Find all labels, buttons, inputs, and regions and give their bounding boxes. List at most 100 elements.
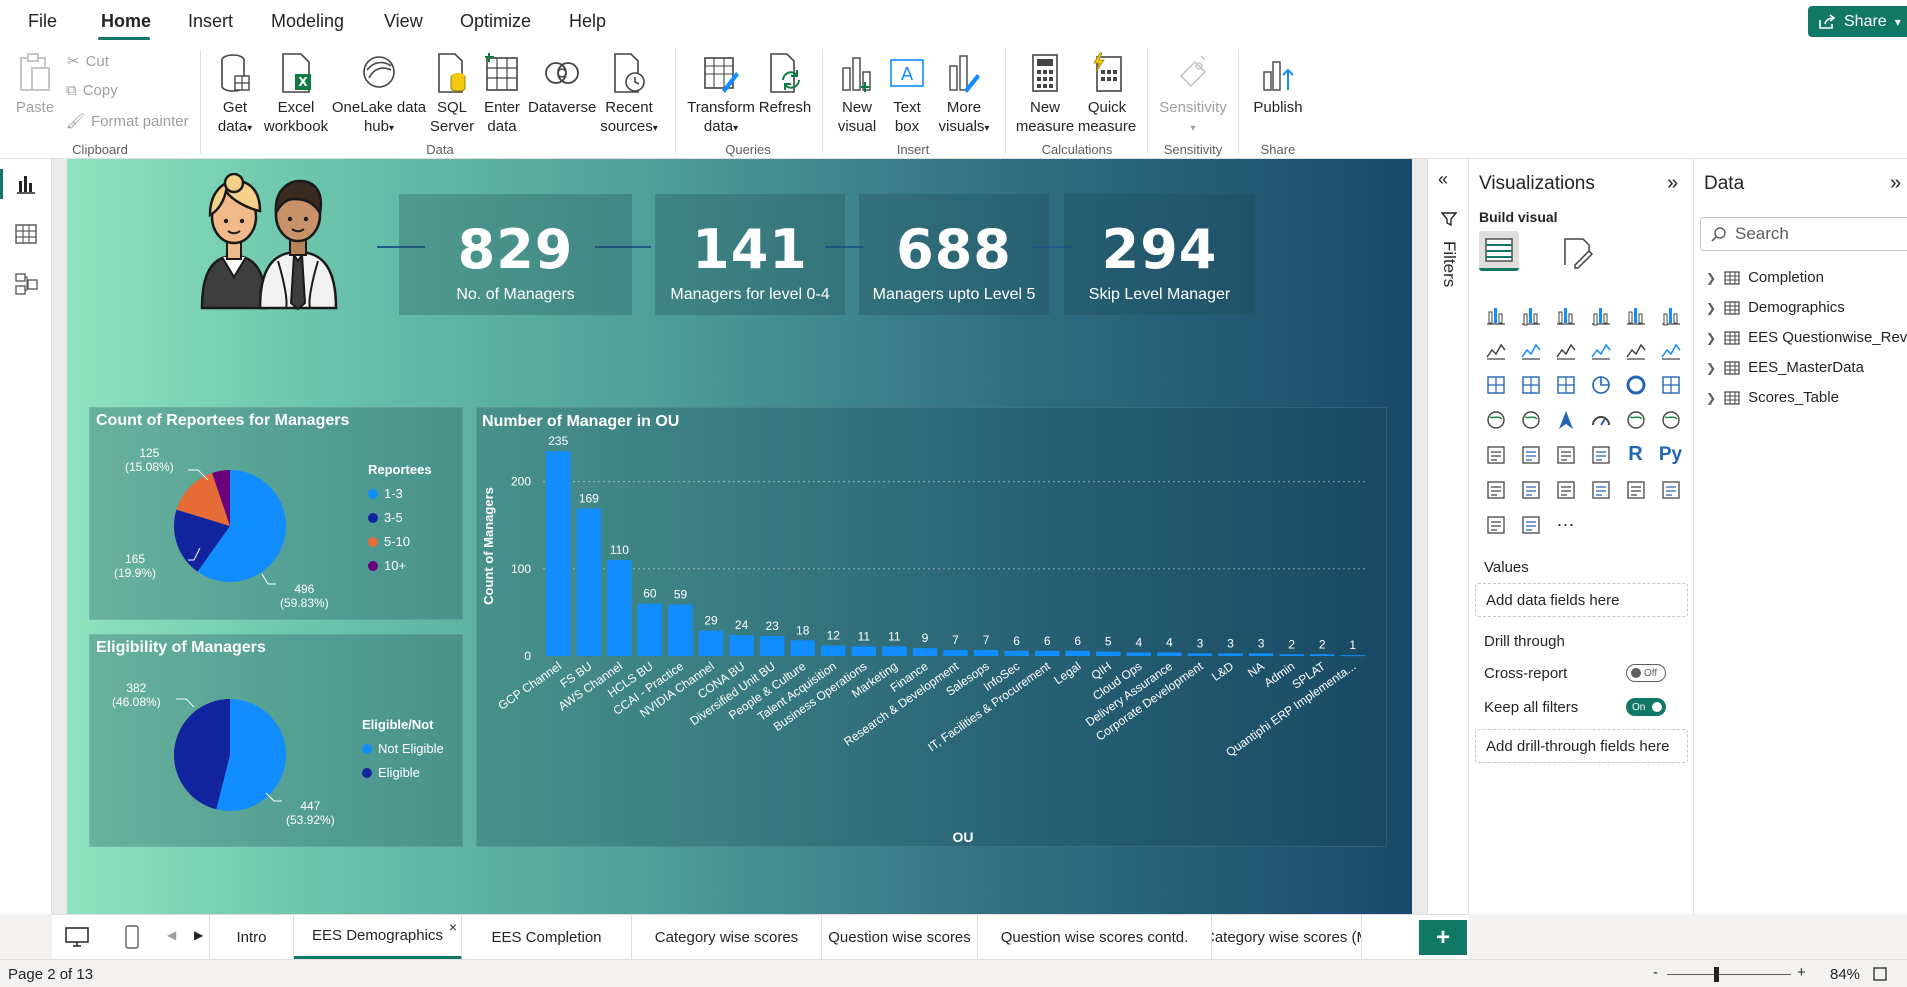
bar[interactable] [1034, 650, 1060, 656]
chevron-right-icon[interactable]: ❯ [1706, 330, 1717, 345]
legend-item[interactable]: 10+ [368, 558, 432, 573]
pie-slice-5-10[interactable] [176, 472, 230, 526]
enter-data-button[interactable]: Enter data [478, 52, 526, 136]
menu-modeling[interactable]: Modeling [271, 11, 345, 31]
qa-visual-icon[interactable] [1548, 472, 1583, 507]
sensitivity-button[interactable]: Sensitivity ▾ [1155, 52, 1231, 138]
sql-server-button[interactable]: SQL Server [428, 52, 476, 136]
model-view-icon[interactable] [13, 271, 39, 297]
data-table-item[interactable]: ❯ Demographics [1706, 299, 1845, 316]
page-tab[interactable]: Category wise scores [632, 915, 822, 960]
menu-optimize[interactable]: Optimize [460, 11, 532, 31]
add-page-button[interactable]: + [1419, 920, 1467, 955]
bar[interactable] [1157, 652, 1182, 656]
legend-item[interactable]: 3-5 [368, 510, 432, 525]
kpi-card-level-0-4[interactable]: 141 Managers for level 0-4 [655, 194, 845, 315]
matrix-visual-icon[interactable] [1583, 437, 1618, 472]
narrative-visual-icon[interactable] [1583, 472, 1618, 507]
kpi-card-skip-level[interactable]: 294 Skip Level Manager [1064, 194, 1255, 315]
cut-button[interactable]: ✂ Cut [67, 52, 109, 71]
power-apps-visual-icon[interactable] [1478, 507, 1513, 542]
bar[interactable] [668, 604, 693, 656]
bar[interactable] [790, 640, 815, 656]
data-table-item[interactable]: ❯ Completion [1706, 269, 1824, 286]
report-page[interactable]: 829 No. of Managers 141 Managers for lev… [67, 159, 1412, 914]
values-field-well[interactable]: Add data fields here [1475, 583, 1688, 617]
bar[interactable] [546, 451, 571, 656]
menu-view[interactable]: View [384, 11, 423, 31]
line-clustered-visual-icon[interactable] [1618, 332, 1653, 367]
table-view-icon[interactable] [13, 221, 39, 247]
mobile-layout-icon[interactable] [124, 924, 140, 950]
bar[interactable] [1187, 653, 1213, 656]
pie-slice-not-eligible[interactable] [216, 699, 286, 811]
menu-file[interactable]: File [28, 11, 58, 31]
excel-workbook-button[interactable]: X Excel workbook [262, 52, 330, 136]
data-table-item[interactable]: ❯ Scores_Table [1706, 389, 1839, 406]
page-tab[interactable]: EES Completion [462, 915, 632, 960]
page-tab[interactable]: Intro [210, 915, 294, 960]
paste-button[interactable]: Paste [14, 52, 56, 117]
bar[interactable] [1218, 653, 1243, 656]
zoom-slider-thumb[interactable] [1714, 967, 1719, 982]
menu-home[interactable]: Home [101, 11, 152, 31]
text-box-button[interactable]: A Text box [884, 52, 930, 136]
bar[interactable] [821, 645, 846, 656]
treemap-visual-icon[interactable] [1653, 367, 1688, 402]
bar[interactable] [1096, 651, 1121, 656]
share-button[interactable]: Share ▾ [1808, 6, 1907, 37]
100-column-visual-icon[interactable] [1653, 297, 1688, 332]
zoom-in-button[interactable]: + [1797, 964, 1806, 981]
stacked-column-visual-icon[interactable] [1513, 297, 1548, 332]
build-visual-tab[interactable] [1479, 231, 1519, 271]
stacked-bar-visual-icon[interactable] [1478, 297, 1513, 332]
new-visual-button[interactable]: New visual [832, 52, 882, 136]
format-painter-button[interactable]: 🖌 Format painter [66, 112, 189, 131]
close-tab-icon[interactable]: × [448, 919, 457, 935]
bar[interactable] [1248, 653, 1274, 656]
refresh-button[interactable]: Refresh [757, 52, 813, 117]
chevron-right-icon[interactable]: ❯ [1706, 360, 1717, 375]
r-visual-visual-icon[interactable]: R [1628, 443, 1643, 465]
python-visual-visual-icon[interactable]: Py [1658, 443, 1683, 465]
drill-through-field-well[interactable]: Add drill-through fields here [1475, 729, 1688, 763]
slicer-visual-icon[interactable] [1513, 437, 1548, 472]
page-tab[interactable]: EES Demographics × [294, 915, 462, 960]
onelake-data-hub-button[interactable]: OneLake data hub▾ [330, 52, 428, 138]
chevron-right-icon[interactable]: ❯ [1706, 270, 1717, 285]
keep-all-filters-toggle[interactable]: On [1626, 698, 1666, 716]
publish-button[interactable]: Publish [1248, 52, 1308, 117]
tab-scroll-right-icon[interactable]: ▶ [194, 928, 204, 942]
eligibility-pie-visual[interactable]: Eligibility of Managers 382 (46.08%) 447(… [89, 634, 463, 847]
cross-report-toggle[interactable]: Off [1626, 664, 1666, 682]
bar[interactable] [1065, 650, 1090, 656]
bar[interactable] [759, 635, 785, 656]
legend-item[interactable]: Not Eligible [362, 741, 444, 756]
chevron-right-icon[interactable]: ❯ [1706, 300, 1717, 315]
legend-item[interactable]: 1-3 [368, 486, 432, 501]
metrics-visual-icon[interactable] [1618, 472, 1653, 507]
clustered-bar-visual-icon[interactable] [1548, 297, 1583, 332]
transform-data-button[interactable]: Transform data▾ [686, 52, 756, 138]
format-visual-icon[interactable] [1561, 235, 1595, 269]
key-influencers-visual-icon[interactable] [1478, 472, 1513, 507]
funnel-visual-icon[interactable] [1513, 367, 1548, 402]
bar[interactable] [729, 635, 754, 656]
donut-visual-icon[interactable] [1618, 367, 1653, 402]
line-visual-icon[interactable] [1478, 332, 1513, 367]
chevron-right-icon[interactable]: ❯ [1706, 390, 1717, 405]
clustered-column-visual-icon[interactable] [1583, 297, 1618, 332]
data-search-input[interactable]: Search [1700, 217, 1907, 251]
azure-map-visual-icon[interactable] [1548, 402, 1583, 437]
bar[interactable] [1004, 650, 1029, 656]
menu-insert[interactable]: Insert [188, 11, 234, 31]
new-measure-button[interactable]: New measure [1014, 52, 1076, 136]
ribbon-visual-icon[interactable] [1653, 332, 1688, 367]
line-column-visual-icon[interactable] [1583, 332, 1618, 367]
kpi-card-upto-level-5[interactable]: 688 Managers upto Level 5 [859, 194, 1049, 315]
pie-slice-1-3[interactable] [197, 470, 286, 582]
zoom-out-button[interactable]: - [1653, 964, 1658, 981]
paginated-visual-icon[interactable] [1653, 472, 1688, 507]
pie-visual-icon[interactable] [1583, 367, 1618, 402]
pie-slice-3-5[interactable] [174, 509, 230, 572]
